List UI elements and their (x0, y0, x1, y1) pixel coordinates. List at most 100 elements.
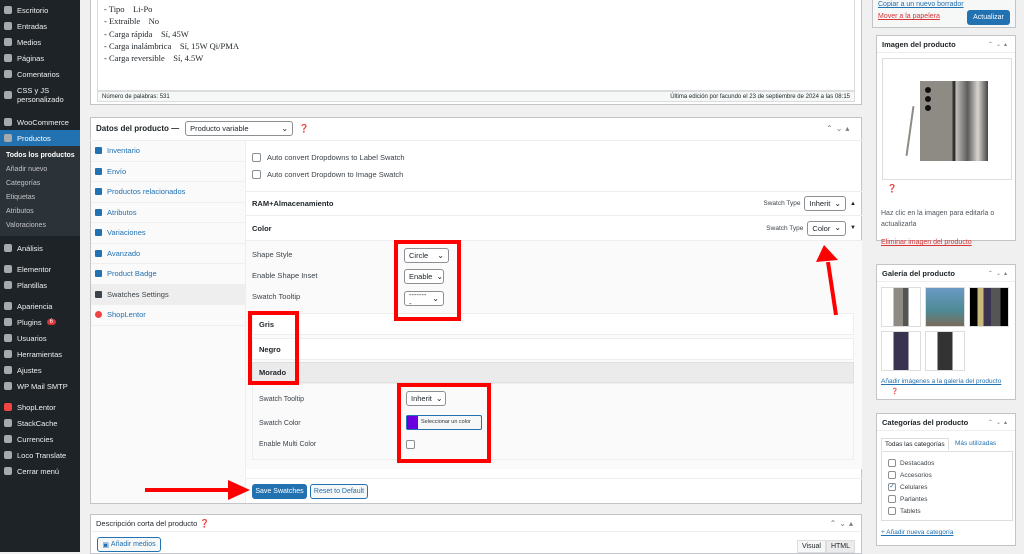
tab-most-used[interactable]: Más utilizadas (955, 440, 997, 447)
submenu-item[interactable]: Todos los productos (6, 152, 75, 159)
color-picker-button[interactable]: Seleccionar un color (406, 415, 482, 430)
sidebar-item-stackcache[interactable]: StackCache (0, 415, 80, 431)
sidebar-item-loco-translate[interactable]: Loco Translate (0, 447, 80, 463)
sidebar-item-woocommerce[interactable]: WooCommerce (0, 114, 80, 130)
sidebar-item-productos[interactable]: Productos (0, 130, 80, 146)
save-swatches-button[interactable]: Save Swatches (252, 484, 307, 499)
annotation-box (394, 240, 461, 321)
box-controls[interactable]: ⌃⌄▴ (987, 419, 1010, 426)
category-item[interactable]: Tablets (888, 505, 1006, 517)
gallery-thumbnail[interactable] (925, 287, 965, 327)
category-checkbox[interactable] (888, 471, 896, 479)
submenu-item[interactable]: Etiquetas (6, 194, 36, 201)
tab-all-categories[interactable]: Todas las categorías (881, 438, 949, 450)
swatch-type-select[interactable]: Color (807, 220, 847, 236)
sidebar-item-an-lisis[interactable]: Análisis (0, 240, 80, 256)
sidebar-item-herramientas[interactable]: Herramientas (0, 346, 80, 362)
sidebar-item-escritorio[interactable]: Escritorio (0, 2, 80, 18)
trash-link[interactable]: Mover a la papelera (878, 13, 940, 20)
sidebar-item-p-ginas[interactable]: Páginas (0, 50, 80, 66)
checkbox[interactable] (252, 170, 261, 179)
submenu-item[interactable]: Atributos (6, 208, 34, 215)
sidebar-item-usuarios[interactable]: Usuarios (0, 330, 80, 346)
collapse-icon[interactable]: ▲ (850, 200, 856, 207)
editor-text-area[interactable]: - Tipo Li-Po - Extraíble No - Carga rápida… (97, 0, 855, 91)
expand-icon[interactable]: ▼ (850, 225, 856, 231)
multi-color-checkbox[interactable] (406, 440, 415, 449)
category-checkbox[interactable] (888, 495, 896, 503)
help-icon: ❓ (199, 518, 210, 528)
sidebar-item-entradas[interactable]: Entradas (0, 18, 80, 34)
sidebar-item-css-y-js-personalizado[interactable]: CSS y JS personalizado (0, 82, 80, 108)
gallery-thumbnail[interactable] (881, 331, 921, 371)
swatch-type-select[interactable]: Inherit (804, 196, 847, 211)
sidebar-item-medios[interactable]: Medios (0, 34, 80, 50)
shape-inset-select[interactable]: Enable (404, 269, 444, 284)
box-controls[interactable]: ⌃⌄▴ (826, 124, 853, 133)
update-button[interactable]: Actualizar (967, 10, 1010, 25)
tab-variaciones[interactable]: Variaciones (91, 223, 245, 244)
tab-icon (95, 270, 102, 278)
add-gallery-images-link[interactable]: Añadir imágenes a la galería del product… (881, 378, 1002, 385)
sidebar-item-shoplentor[interactable]: ShopLentor (0, 399, 80, 415)
tab-icon (95, 311, 102, 319)
box-controls[interactable]: ⌃⌄▴ (829, 518, 856, 528)
tab-productos-relacionados[interactable]: Productos relacionados (91, 182, 245, 203)
submenu-item[interactable]: Categorías (6, 180, 41, 187)
auto-image-option[interactable]: Auto convert Dropdown to Image Swatch (252, 170, 403, 179)
gallery-thumbnail[interactable] (925, 331, 965, 371)
sidebar-item-cerrar-men-[interactable]: Cerrar menú (0, 463, 80, 479)
add-category-link[interactable]: + Añadir nueva categoría (881, 529, 954, 536)
shape-style-select[interactable]: Circle (404, 248, 449, 263)
tab-swatches-settings[interactable]: Swatches Settings (91, 284, 245, 305)
term-row-negro[interactable]: Negro (252, 338, 854, 360)
category-item[interactable]: Accesorios (888, 469, 1006, 481)
remove-image-link[interactable]: Eliminar imagen del producto (881, 239, 972, 246)
add-media-button[interactable]: ▣ Añadir medios (97, 537, 161, 552)
tab-env-o[interactable]: Envío (91, 162, 245, 182)
sidebar-item-elementor[interactable]: Elementor (0, 261, 80, 277)
category-item[interactable]: Destacados (888, 457, 1006, 469)
sidebar-item-apariencia[interactable]: Apariencia (0, 298, 80, 314)
folder-icon (4, 281, 12, 289)
checkbox[interactable] (252, 153, 261, 162)
sidebar-item-currencies[interactable]: Currencies (0, 431, 80, 447)
sidebar-item-comentarios[interactable]: Comentarios (0, 66, 80, 82)
gallery-thumbnail[interactable] (881, 287, 921, 327)
copy-draft-link[interactable]: Copiar a un nuevo borrador (878, 1, 964, 8)
tab-product-badge[interactable]: Product Badge (91, 264, 245, 285)
tab-html[interactable]: HTML (825, 540, 855, 553)
box-controls[interactable]: ⌃⌄▴ (987, 41, 1010, 48)
tab-atributos[interactable]: Atributos (91, 203, 245, 223)
swatch-tooltip-select[interactable]: -------- (404, 290, 444, 308)
short-description-box: Descripción corta del producto ❓ ⌃⌄▴ ▣ A… (90, 514, 862, 554)
category-item[interactable]: Parlantes (888, 493, 1006, 505)
tab-shoplentor[interactable]: ShopLentor (91, 305, 245, 326)
category-item[interactable]: ✓ Celulares (888, 483, 928, 491)
tab-avanzado[interactable]: Avanzado (91, 244, 245, 264)
category-checkbox[interactable] (888, 459, 896, 467)
auto-label-option[interactable]: Auto convert Dropdowns to Label Swatch (252, 153, 405, 162)
category-checkbox[interactable]: ✓ (888, 483, 896, 491)
sidebar-item-plugins[interactable]: Plugins 6 (0, 314, 80, 330)
tab-inventario[interactable]: Inventario (91, 141, 245, 162)
reset-default-button[interactable]: Reset to Default (310, 484, 368, 499)
chart-icon (4, 244, 12, 252)
shape-inset-label: Enable Shape Inset (252, 271, 318, 280)
sidebar-item-plantillas[interactable]: Plantillas (0, 277, 80, 293)
sidebar-item-ajustes[interactable]: Ajustes (0, 362, 80, 378)
sidebar-item-wp-mail-smtp[interactable]: WP Mail SMTP (0, 378, 80, 394)
product-image[interactable] (882, 58, 1012, 180)
box-controls[interactable]: ⌃⌄▴ (987, 270, 1010, 277)
term-tooltip-select[interactable]: Inherit (406, 391, 446, 406)
term-row-morado[interactable]: Morado (252, 362, 854, 383)
product-type-select[interactable]: Producto variable (185, 121, 294, 136)
gallery-thumbnail[interactable] (969, 287, 1009, 327)
category-checkbox[interactable] (888, 507, 896, 515)
term-row-gris[interactable]: Gris (252, 313, 854, 335)
submenu-item[interactable]: Añadir nuevo (6, 166, 48, 173)
submenu-item[interactable]: Valoraciones (6, 222, 46, 229)
tab-visual[interactable]: Visual (796, 540, 826, 553)
